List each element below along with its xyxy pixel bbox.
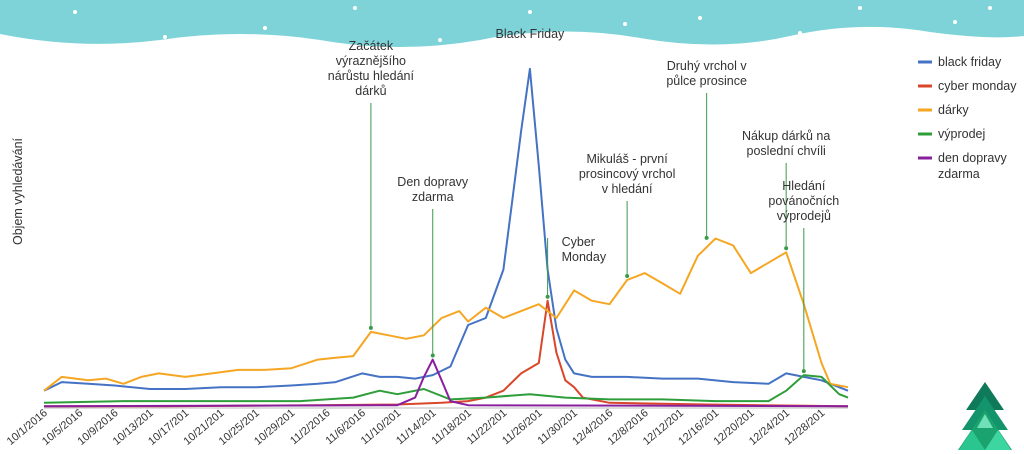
legend-item-2: dárky	[918, 103, 969, 117]
annotation-text: poslední chvíli	[747, 144, 826, 158]
snowflake	[698, 16, 702, 20]
legend-label: zdarma	[938, 167, 980, 181]
snowflakes	[73, 6, 992, 42]
snow-banner	[0, 0, 1024, 47]
annotation-dot	[545, 294, 550, 299]
legend-label: black friday	[938, 55, 1002, 69]
annotation-text: Nákup dárků na	[742, 129, 830, 143]
annotation-dot	[368, 325, 373, 330]
annotation-dot	[801, 369, 806, 374]
snowflake	[528, 10, 532, 14]
annotation-text: Cyber	[562, 235, 595, 249]
legend-label: cyber monday	[938, 79, 1017, 93]
legend-item-3: výprodej	[918, 127, 985, 141]
snowflake	[953, 20, 957, 24]
snowflake	[623, 22, 627, 26]
annotation-dot	[784, 246, 789, 251]
snowflake	[163, 35, 167, 39]
annotation-dot	[430, 353, 435, 358]
annotation-text: povánočních	[768, 194, 839, 208]
annotation-text: Začátek	[349, 39, 394, 53]
christmas-tree-logo	[958, 382, 1012, 450]
legend-label: den dopravy	[938, 151, 1008, 165]
annotation-text: Hledání	[782, 179, 826, 193]
annotation-2: Black Friday	[496, 27, 566, 41]
annotation-dot	[625, 273, 630, 278]
annotation-text: dárků	[355, 84, 386, 98]
legend-item-0: black friday	[918, 55, 1002, 69]
legend-panel	[914, 42, 1024, 214]
annotation-text: půlce prosince	[666, 74, 747, 88]
annotation-text: zdarma	[412, 190, 454, 204]
snowflake	[858, 6, 862, 10]
annotation-text: Den dopravy	[397, 175, 469, 189]
annotation-text: v hledání	[602, 182, 653, 196]
legend-label: dárky	[938, 103, 969, 117]
series-line-3	[43, 374, 849, 404]
snowflake	[73, 10, 77, 14]
annotation-text: Druhý vrchol v	[667, 59, 748, 73]
legend-item-4: den dopravy zdarma	[918, 151, 1008, 181]
x-tick-labels: 10/1/201610/5/201610/9/201610/13/20110/1…	[5, 407, 828, 448]
annotation-text: prosincový vrchol	[579, 167, 676, 181]
legend-label: výprodej	[938, 127, 985, 141]
y-axis-label: Objem vyhledávání	[11, 137, 25, 245]
annotation-text: nárůstu hledání	[328, 69, 415, 83]
snowflake	[438, 38, 442, 42]
legend: black friday cyber monday dárky výprodej den…	[918, 55, 1017, 181]
annotation-text: Monday	[562, 250, 607, 264]
snowflake	[988, 6, 992, 10]
annotation-text: výprodejů	[777, 209, 831, 223]
annotation-text: výraznějšího	[336, 54, 406, 68]
annotation-text: Black Friday	[496, 27, 566, 41]
series-line-4	[43, 358, 849, 408]
annotation-text: Mikuláš - první	[586, 152, 668, 166]
snowflake	[263, 26, 267, 30]
series-layer	[43, 67, 849, 408]
series-line-2	[43, 237, 849, 392]
series-line-0	[43, 67, 849, 392]
snowflake	[798, 31, 802, 35]
annotation-dot	[704, 235, 709, 240]
legend-item-1: cyber monday	[918, 79, 1017, 93]
snowflake	[353, 6, 357, 10]
